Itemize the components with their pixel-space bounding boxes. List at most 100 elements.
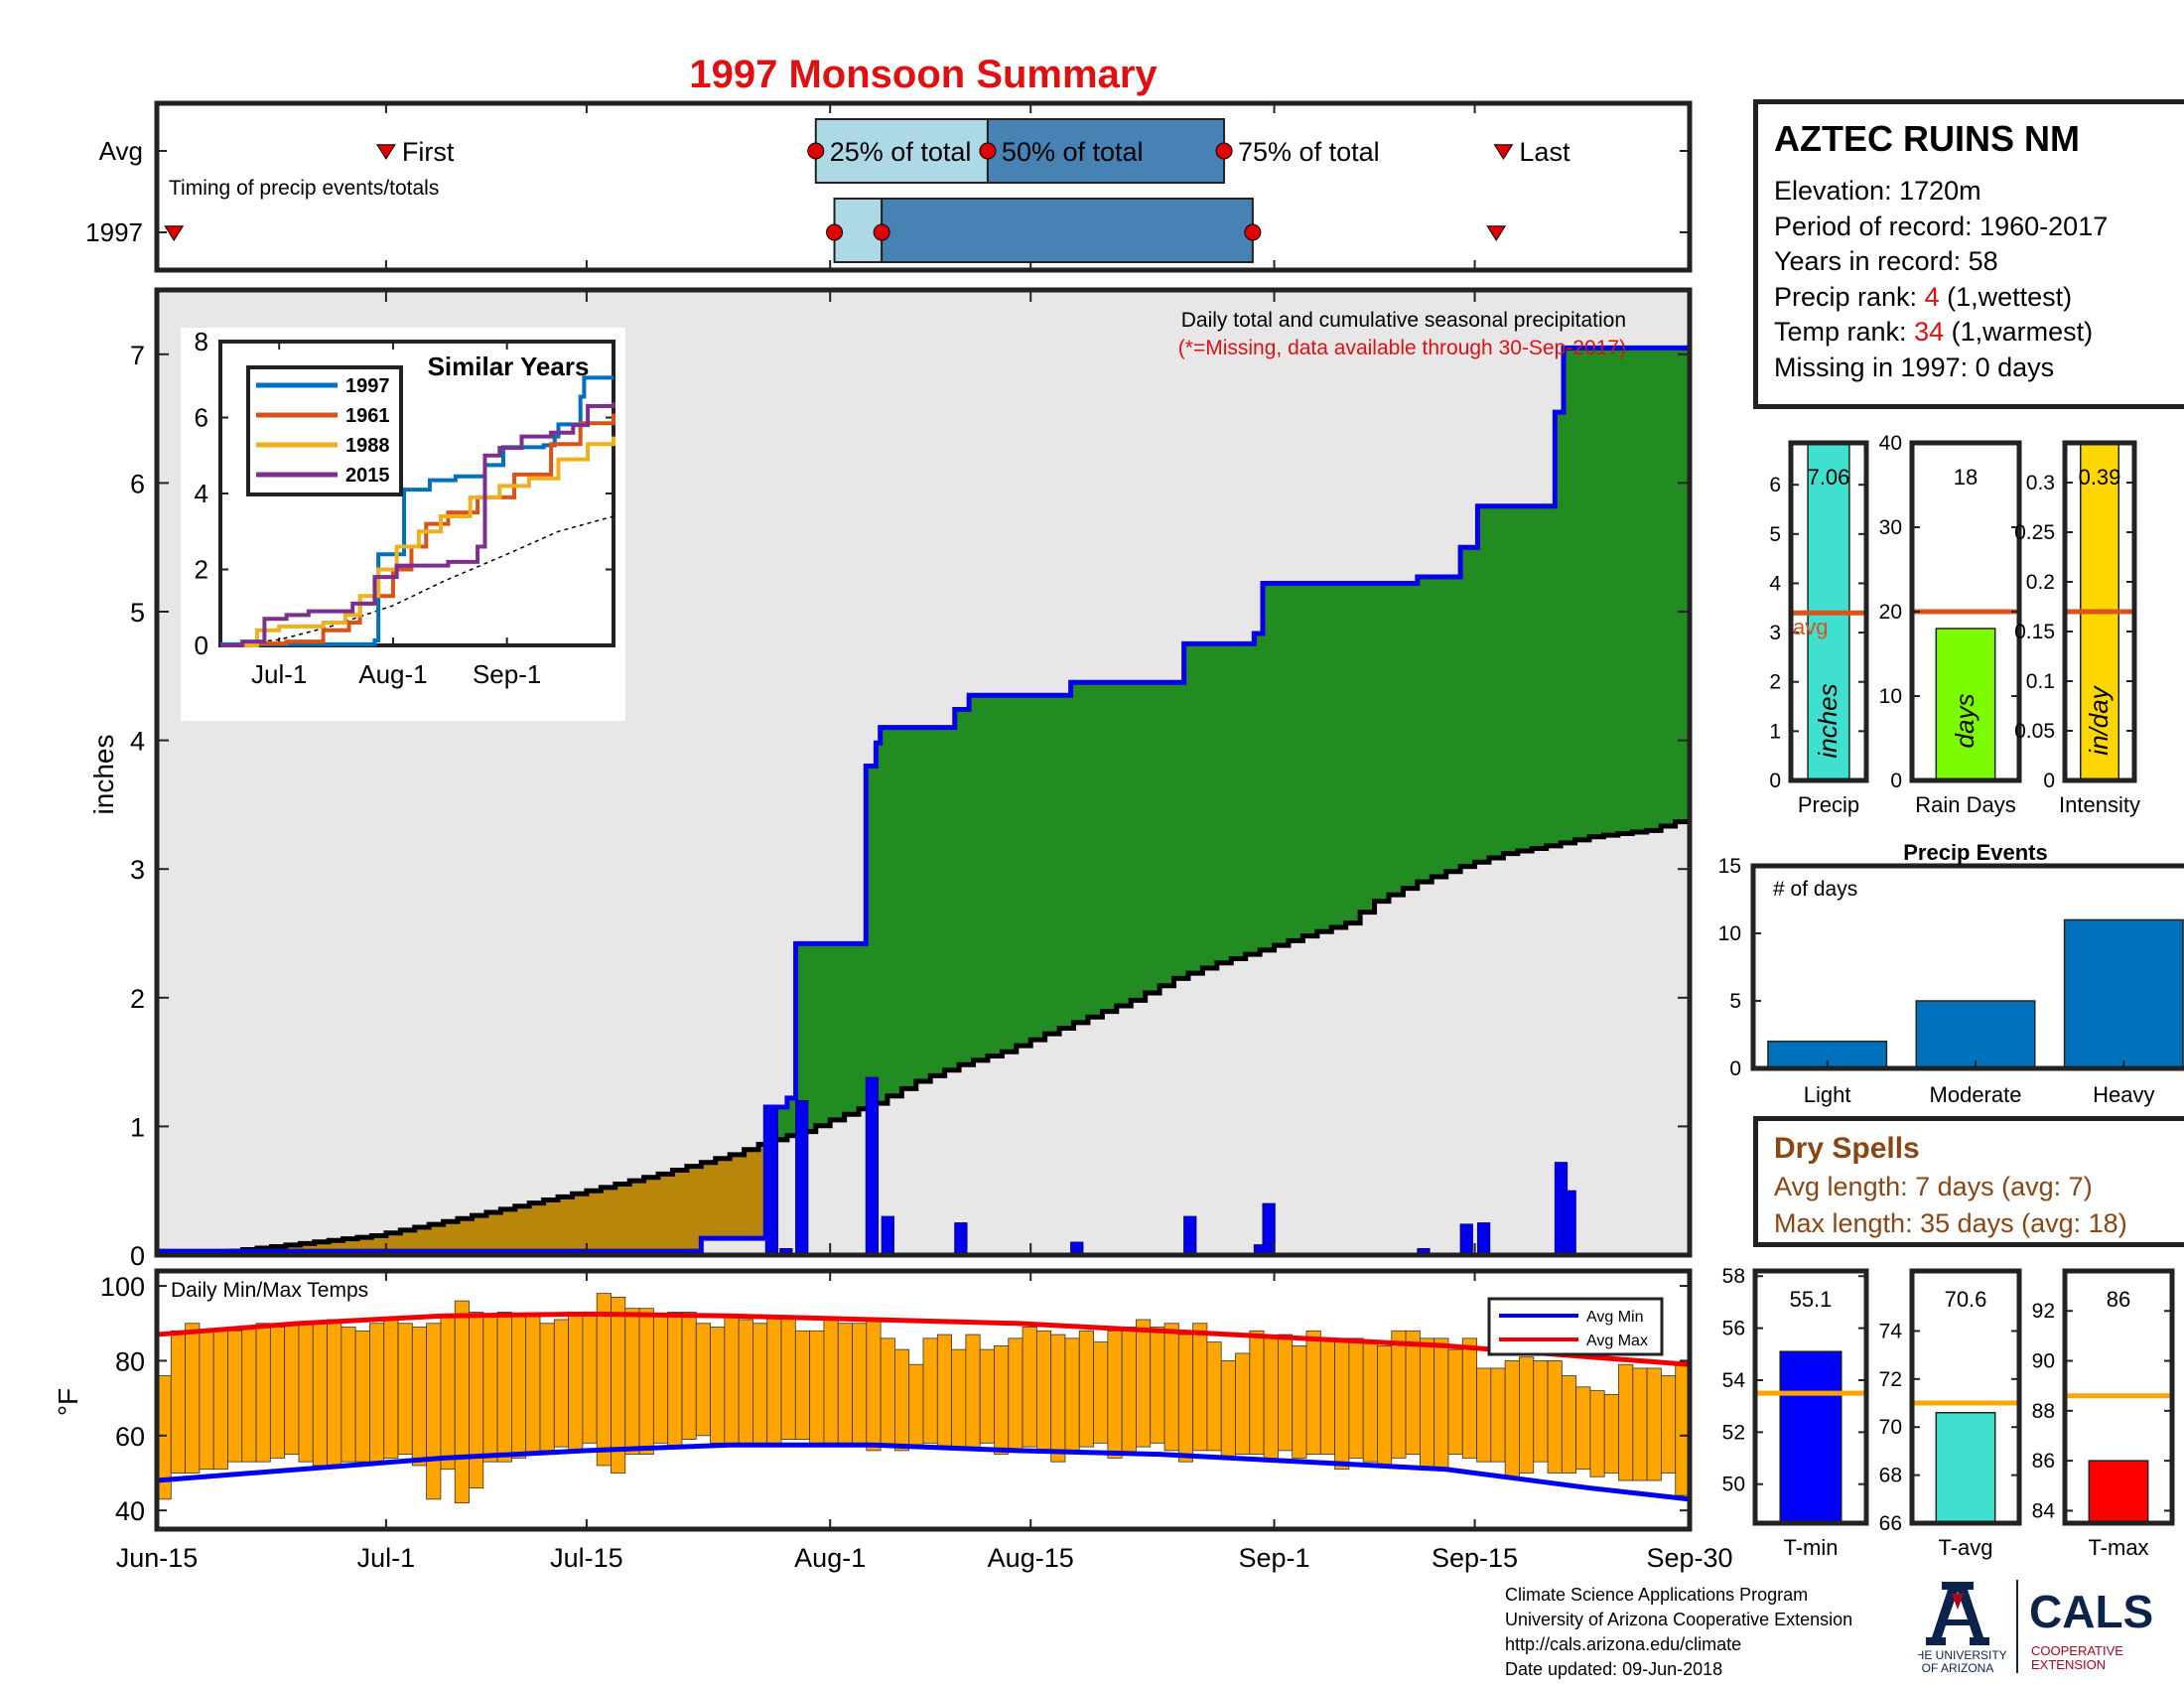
cals-logo-text: CALS (2029, 1586, 2153, 1637)
info-label: Precip rank: (1774, 281, 1925, 312)
summary-panel-t_avg: 66 68 70 72 74 70.6 T-avg (1879, 1268, 2022, 1560)
avg-p75-marker (1215, 142, 1233, 160)
temp-range-bar (1235, 1352, 1251, 1456)
temp-range-bar (199, 1330, 214, 1471)
panel-frame (1752, 1268, 1869, 1526)
p75-label: 75% of total (1238, 137, 1380, 167)
temp-range-bar (738, 1319, 753, 1444)
temp-range-bar (212, 1330, 228, 1471)
avg-first-marker (375, 144, 396, 161)
station-info-line: Missing in 1997: 0 days (1774, 351, 2184, 386)
dry-spells-box: Dry Spells Avg length: 7 days (avg: 7) M… (1753, 1116, 2184, 1247)
temp-range-bar (681, 1312, 697, 1440)
temp-range-bar (255, 1323, 271, 1463)
temp-range-bar (809, 1330, 825, 1448)
info-value: 0 days (1975, 352, 2055, 382)
events-y-label: 10 (1718, 922, 1741, 945)
temp-range-bar (1348, 1337, 1364, 1459)
panel-frame (1909, 1268, 2022, 1526)
info-suffix: (1,wettest) (1939, 281, 2073, 312)
station-info-line: Years in record: 58 (1774, 244, 2184, 280)
avg-p25-marker (807, 142, 825, 160)
temp-range-bar (1547, 1360, 1563, 1474)
deficit-area (157, 817, 1690, 1255)
temp-range-bar (1163, 1323, 1179, 1452)
temps-y-label: 40 (115, 1496, 145, 1526)
panel-x-label: Precip (1798, 792, 1859, 817)
temp-range-bar (440, 1315, 456, 1471)
panel-y-label: 86 (2032, 1450, 2055, 1473)
info-label: Period of record: (1774, 211, 1980, 241)
credit-line: http://cals.arizona.edu/climate (1505, 1634, 1742, 1654)
page-title: 1997 Monsoon Summary (689, 53, 1158, 96)
panel-y-label: 1 (1769, 720, 1781, 743)
credit-line: Climate Science Applications Program (1505, 1585, 1809, 1605)
credit-line: Date updated: 09-Jun-2018 (1505, 1659, 1723, 1679)
x-tick-label: Jun-15 (116, 1543, 199, 1573)
temp-range-bar (1646, 1367, 1662, 1481)
info-suffix: (1,warmest) (1944, 317, 2094, 347)
temps-y-label: 60 (115, 1422, 145, 1452)
panel-inner-label: in/day (2084, 684, 2114, 755)
station-name: AZTEC RUINS NM (1774, 118, 2080, 159)
temp-range-bar (1220, 1360, 1236, 1459)
panel-y-label: 58 (1722, 1265, 1745, 1288)
temp-range-bar (1419, 1337, 1435, 1471)
panel-frame (1788, 440, 1869, 783)
panel-y-label: 90 (2032, 1350, 2055, 1373)
credits-block: Climate Science Applications Program Uni… (1505, 1583, 1852, 1682)
panel-y-label: 88 (2032, 1400, 2055, 1423)
daily-precip-bar (1262, 1202, 1276, 1256)
legend-label: Avg Min (1586, 1309, 1644, 1326)
temp-range-bar (1589, 1390, 1605, 1477)
x-tick-label: Aug-15 (988, 1543, 1074, 1573)
summary-bar (1935, 1411, 1996, 1524)
cumulative-1997-line (157, 345, 1690, 1254)
daily-precip-bar (881, 1215, 894, 1256)
inset-title: Similar Years (428, 352, 590, 381)
credit-line: University of Arizona Cooperative Extens… (1505, 1610, 1853, 1629)
panel-y-label: 50 (1722, 1474, 1745, 1496)
y-tick-label: 1 (130, 1112, 145, 1142)
temp-range-bar (710, 1327, 726, 1444)
temps-caption: Daily Min/Max Temps (171, 1279, 368, 1302)
y-axis-label: inches (88, 735, 119, 815)
panel-x-label: T-min (1784, 1535, 1839, 1560)
temp-range-bar (1008, 1337, 1024, 1452)
temp-range-bar (1093, 1341, 1109, 1444)
chart-note: Daily total and cumulative seasonal prec… (1181, 309, 1626, 332)
panel-y-label: 54 (1722, 1369, 1746, 1392)
inset-series-line (220, 413, 615, 647)
y-tick-label: 0 (130, 1241, 145, 1271)
timing-panel: Avg 1997 Timing of precip events/totals Fir… (85, 100, 1693, 273)
daily-precip-bar (865, 1076, 880, 1256)
temp-range-bar (1121, 1327, 1137, 1456)
temp-range-bar (170, 1330, 186, 1474)
dry-spells-title: Dry Spells (1774, 1132, 1920, 1165)
temp-range-bar (227, 1330, 243, 1463)
panel-frame (2062, 440, 2137, 783)
legend-label: 1997 (345, 375, 390, 397)
temp-range-bar (951, 1348, 967, 1448)
events-y-label: 0 (1729, 1057, 1741, 1080)
ua-logo-text-2: OF ARIZONA (1922, 1661, 1994, 1673)
avg-q1-box (814, 118, 989, 184)
y1997-last-marker (1486, 225, 1507, 242)
temp-range-bar (1136, 1319, 1152, 1448)
temp-range-bar (894, 1348, 910, 1452)
x-tick-label: Sep-30 (1646, 1543, 1732, 1573)
panel-y-label: 10 (1879, 685, 1902, 708)
station-info-box: AZTEC RUINS NM Elevation: 1720m Period of… (1753, 99, 2184, 409)
summary-panel-rain_days: 0 10 20 30 40 18 days Rain Days (1879, 432, 2022, 817)
inset-x-label: Jul-1 (251, 659, 307, 689)
temp-range-bar (1107, 1330, 1123, 1459)
temps-frame (154, 1268, 1693, 1532)
panel-y-label: 70 (1879, 1416, 1902, 1439)
y1997-first-marker (164, 225, 185, 242)
daily-temps-panel: 40 60 80 100 Jun-15 Jul-1 Jul-15 Aug-1 Aug-15 Sep… (53, 1268, 1733, 1573)
info-value: 1960-2017 (1979, 211, 2109, 241)
summary-panel-precip_total: 0 1 2 3 4 5 6 7.06 inches avg Precip (1769, 440, 1869, 817)
summary-bar (1779, 1350, 1843, 1524)
temp-range-bar (752, 1323, 768, 1448)
